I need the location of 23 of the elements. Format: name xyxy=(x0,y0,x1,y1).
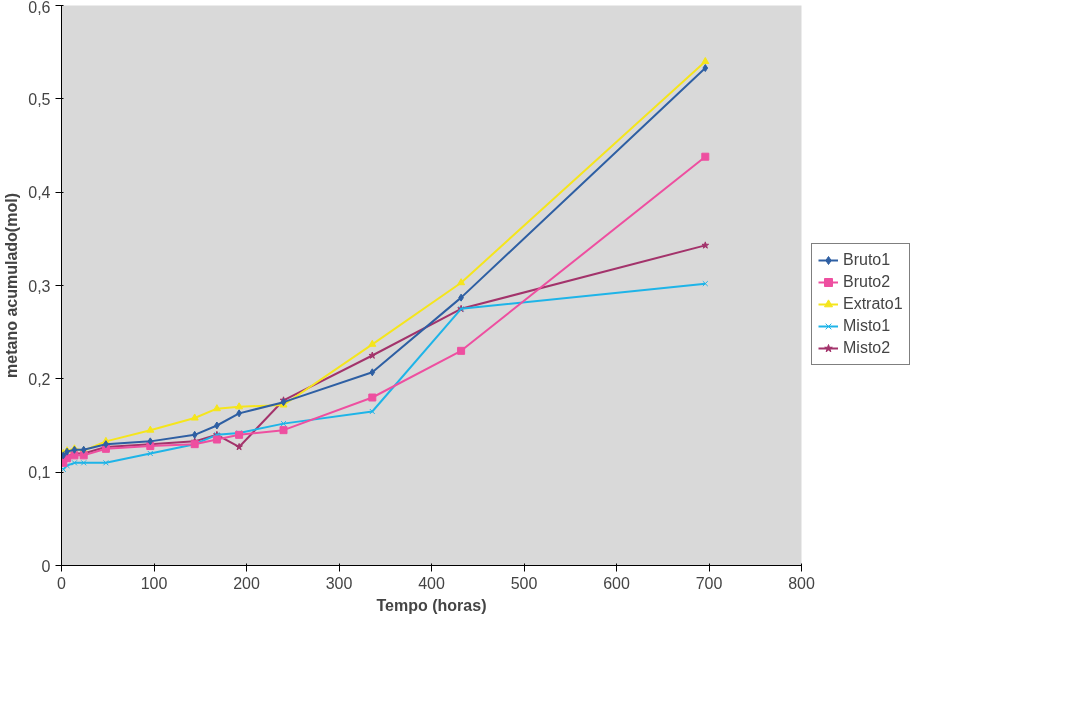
x-tick-label: 100 xyxy=(140,574,168,592)
x-tick-label: 500 xyxy=(510,574,538,592)
y-tick-label: 0,6 xyxy=(28,0,51,16)
legend-label: Misto2 xyxy=(843,339,891,357)
y-tick-label: 0 xyxy=(41,557,51,575)
y-tick-label: 0,4 xyxy=(28,184,51,202)
y-tick-label: 0,1 xyxy=(28,464,51,482)
x-tick-label: 800 xyxy=(788,574,815,592)
x-tick-label: 400 xyxy=(418,574,445,592)
x-tick-label: 600 xyxy=(603,574,630,592)
x-tick-label: 700 xyxy=(695,574,723,592)
x-tick-label: 300 xyxy=(325,574,353,592)
legend-label: Misto1 xyxy=(843,317,891,335)
x-axis-title: Tempo (horas) xyxy=(376,596,487,614)
y-axis-title: metano acumulado(mol) xyxy=(3,193,21,378)
x-tick-label: 0 xyxy=(57,574,67,592)
y-tick-label: 0,2 xyxy=(28,370,51,388)
y-tick-label: 0,5 xyxy=(28,90,51,108)
x-tick-label: 200 xyxy=(233,574,260,592)
legend-label: Bruto1 xyxy=(843,251,891,269)
y-tick-label: 0,3 xyxy=(28,277,51,295)
legend-label: Bruto2 xyxy=(843,273,891,291)
legend-label: Extrato1 xyxy=(843,295,903,313)
